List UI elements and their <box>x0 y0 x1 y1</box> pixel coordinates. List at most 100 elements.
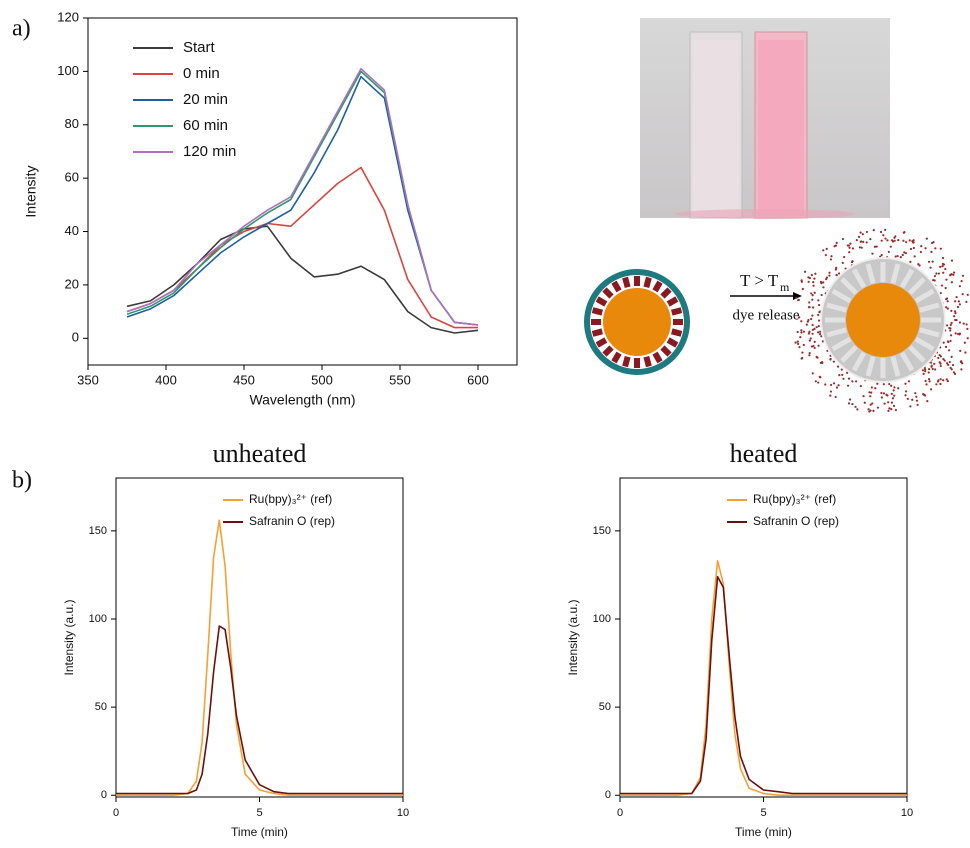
x-tick-label: 5 <box>760 807 766 819</box>
x-tick-label: 0 <box>617 807 623 819</box>
dye-dot <box>960 368 963 371</box>
dye-dot <box>913 255 916 258</box>
dye-dot <box>811 323 814 327</box>
series-line <box>116 625 403 795</box>
dye-dot <box>909 405 912 408</box>
series-line <box>116 519 403 796</box>
dye-dot <box>957 300 960 303</box>
dye-dot <box>950 259 954 262</box>
spoke <box>652 280 663 293</box>
legend-label: 60 min <box>183 117 228 134</box>
dye-dot <box>851 260 854 263</box>
dye-dot <box>892 404 896 407</box>
dye-dot <box>886 394 889 397</box>
dye-dot <box>966 337 969 340</box>
dye-dot <box>825 278 828 281</box>
dye-dot <box>849 398 852 401</box>
dye-dot <box>897 239 900 242</box>
dye-dot <box>880 239 883 242</box>
dye-dot <box>820 293 823 297</box>
dye-dot <box>925 383 928 386</box>
dye-dot <box>796 330 799 334</box>
dye-dot <box>829 258 833 261</box>
ray <box>890 263 901 284</box>
y-tick-label: 50 <box>599 701 611 713</box>
dye-dot <box>856 408 859 411</box>
dye-dot <box>798 346 801 349</box>
y-tick-label: 80 <box>65 116 79 131</box>
dye-dot <box>911 398 914 401</box>
ray <box>826 302 847 313</box>
dye-dot <box>824 383 827 386</box>
dye-dot <box>874 387 877 390</box>
y-axis-label: Intensity (a.u.) <box>62 599 76 675</box>
dye-dot <box>944 286 947 290</box>
legend-label: Safranin O (rep) <box>249 514 335 528</box>
dye-dot <box>954 318 957 322</box>
spoke <box>666 337 679 348</box>
dye-dot <box>847 402 851 405</box>
dye-dot <box>894 255 897 258</box>
dye-dot <box>942 271 945 274</box>
dye-dot <box>848 246 851 249</box>
dye-dot <box>815 326 818 329</box>
dye-dot <box>931 260 934 263</box>
dye-dot <box>930 241 934 245</box>
series-line <box>620 575 907 795</box>
dye-dot <box>808 354 811 357</box>
dye-dot <box>888 382 891 386</box>
y-tick-label: 20 <box>65 276 79 291</box>
dye-dot <box>795 296 798 299</box>
dye-dot <box>825 247 828 250</box>
spoke <box>622 276 631 289</box>
dye-dot <box>956 305 960 309</box>
dye-dot <box>802 343 805 347</box>
dye-dot <box>807 276 810 279</box>
dye-dot <box>922 372 925 375</box>
dye-dot <box>905 240 908 244</box>
x-tick-label: 500 <box>311 372 333 387</box>
chart-title: unheated <box>213 439 307 468</box>
dye-dot <box>945 297 949 300</box>
dye-dot <box>889 245 892 248</box>
dye-dot <box>924 247 927 250</box>
y-tick-label: 0 <box>101 789 107 801</box>
dye-dot <box>899 256 902 259</box>
dye-dot <box>965 323 968 326</box>
dye-dot <box>851 247 855 250</box>
series-line <box>126 225 479 334</box>
spoke <box>611 280 622 293</box>
dye-dot <box>841 373 844 376</box>
dye-dot <box>958 321 962 324</box>
dye-dot <box>869 403 872 406</box>
dye-dot <box>890 408 893 411</box>
dye-dot <box>962 322 965 325</box>
dye-dot <box>814 272 817 275</box>
series-line <box>126 166 478 329</box>
ray <box>851 268 867 289</box>
dye-dot <box>813 340 816 343</box>
dye-dot <box>930 250 933 254</box>
dye-dot <box>954 332 957 335</box>
y-tick-label: 0 <box>72 330 79 345</box>
dye-dot <box>797 299 800 302</box>
dye-dot <box>949 334 953 337</box>
dye-dot <box>929 388 933 391</box>
ray <box>914 288 935 304</box>
dye-dot <box>859 231 862 234</box>
dye-dot <box>876 406 880 409</box>
dye-dot <box>859 384 862 388</box>
spoke <box>602 287 614 299</box>
series-line <box>620 560 907 796</box>
dye-dot <box>862 240 865 243</box>
dye-dot <box>880 253 883 257</box>
dye-dot <box>798 316 801 319</box>
dye-dot <box>950 281 953 284</box>
dye-dot <box>807 280 810 283</box>
dye-dot <box>811 314 814 317</box>
dye-dot <box>857 235 861 238</box>
dye-dot <box>949 366 952 369</box>
x-axis-label: Wavelength (nm) <box>249 392 355 408</box>
x-tick-label: 10 <box>901 807 913 819</box>
dye-dot <box>859 240 862 243</box>
